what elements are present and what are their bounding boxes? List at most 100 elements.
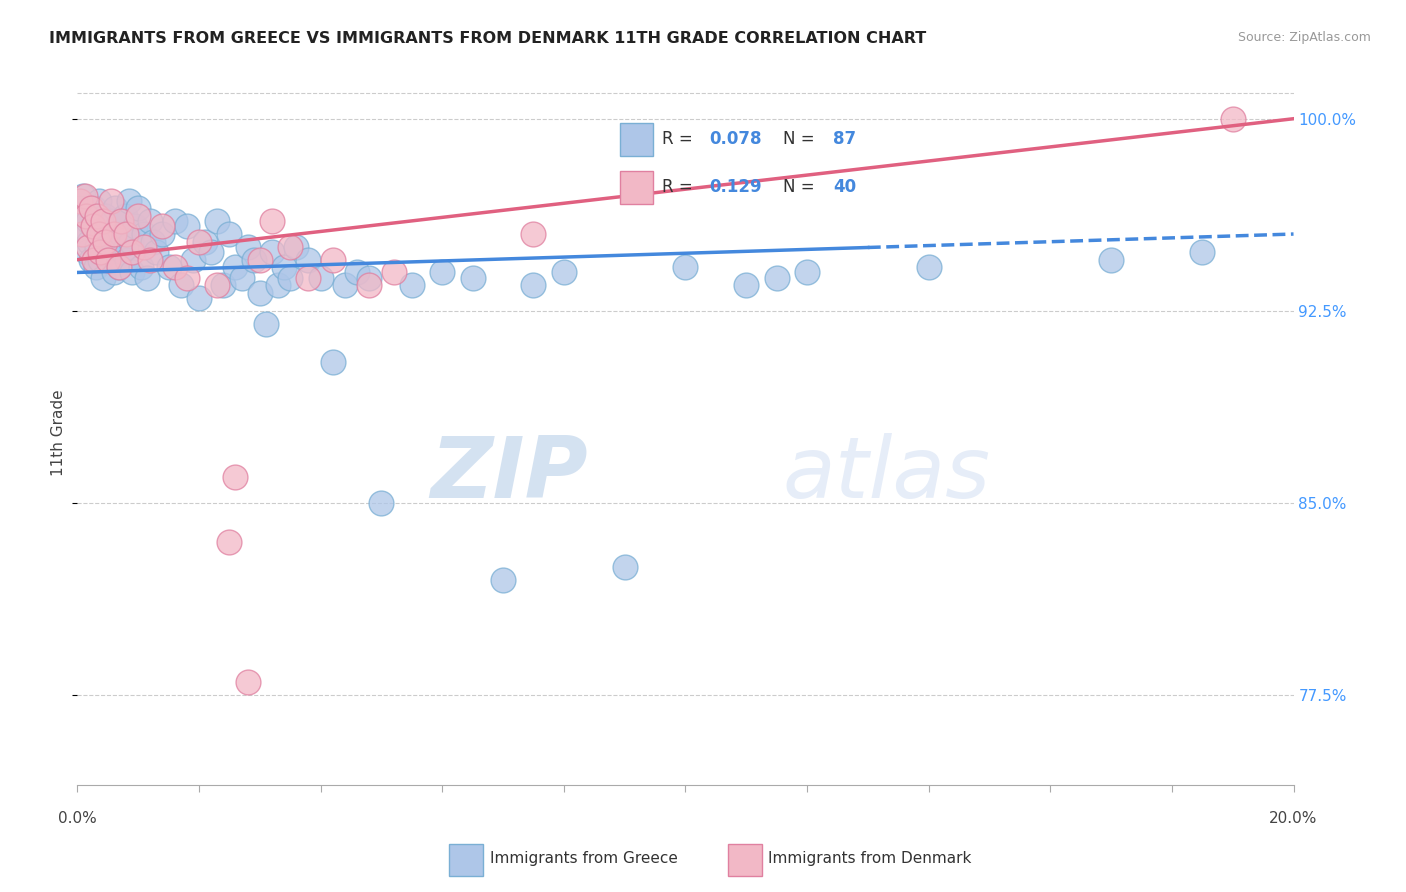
Point [110, 214, 132, 228]
Point [87, 194, 110, 208]
Point [142, 235, 165, 249]
Point [205, 214, 228, 228]
Point [100, 194, 122, 208]
Point [176, 219, 198, 234]
FancyBboxPatch shape [620, 123, 652, 155]
FancyBboxPatch shape [450, 844, 484, 876]
Text: N =: N = [783, 130, 820, 148]
Point [75, 227, 97, 241]
Point [522, 278, 544, 293]
Point [77, 240, 100, 254]
Point [72, 188, 94, 202]
Point [152, 227, 174, 241]
Point [735, 278, 758, 293]
Point [93, 235, 115, 249]
Point [613, 560, 636, 574]
Point [236, 240, 259, 254]
Point [127, 202, 149, 216]
Point [97, 244, 120, 259]
Point [675, 260, 697, 275]
Point [134, 240, 156, 254]
Text: 0.129: 0.129 [709, 178, 762, 196]
Point [83, 202, 105, 216]
Point [1191, 244, 1213, 259]
Point [82, 219, 104, 234]
Point [114, 209, 136, 223]
Point [87, 227, 110, 241]
Point [107, 260, 129, 275]
Point [359, 278, 381, 293]
Point [120, 235, 142, 249]
Point [89, 244, 111, 259]
Point [70, 219, 93, 234]
Point [139, 252, 162, 267]
Text: 87: 87 [832, 130, 856, 148]
Point [73, 209, 96, 223]
Point [76, 244, 98, 259]
Point [121, 265, 143, 279]
Point [139, 214, 162, 228]
Point [134, 227, 156, 241]
Point [121, 244, 143, 259]
Point [86, 209, 108, 223]
Point [188, 291, 211, 305]
Point [267, 278, 290, 293]
Point [346, 265, 368, 279]
FancyBboxPatch shape [728, 844, 762, 876]
Point [322, 355, 344, 369]
Point [86, 240, 108, 254]
Point [260, 244, 283, 259]
Point [83, 252, 105, 267]
Point [105, 219, 128, 234]
Point [218, 227, 240, 241]
Point [136, 270, 159, 285]
Text: R =: R = [662, 178, 697, 196]
Point [124, 219, 146, 234]
Text: 0.078: 0.078 [709, 130, 762, 148]
Point [242, 252, 264, 267]
Point [103, 227, 125, 241]
Point [297, 252, 319, 267]
Point [918, 260, 941, 275]
Point [75, 209, 97, 223]
Text: 40: 40 [832, 178, 856, 196]
Point [522, 227, 544, 241]
Point [163, 214, 186, 228]
Point [309, 270, 332, 285]
Point [205, 278, 228, 293]
Point [224, 260, 246, 275]
Point [333, 278, 356, 293]
Point [108, 214, 131, 228]
Point [273, 260, 295, 275]
Point [96, 240, 118, 254]
Point [224, 470, 246, 484]
Point [84, 260, 107, 275]
Point [322, 252, 344, 267]
Point [89, 252, 111, 267]
Text: 0.0%: 0.0% [58, 811, 97, 826]
Point [115, 227, 138, 241]
Text: Immigrants from Denmark: Immigrants from Denmark [768, 851, 972, 866]
Point [796, 265, 818, 279]
Point [91, 214, 114, 228]
Point [170, 278, 193, 293]
Text: Source: ZipAtlas.com: Source: ZipAtlas.com [1237, 31, 1371, 45]
Point [188, 235, 211, 249]
Point [285, 240, 308, 254]
Point [236, 675, 259, 690]
Point [97, 252, 120, 267]
Point [1222, 112, 1244, 126]
Text: N =: N = [783, 178, 820, 196]
Point [69, 194, 91, 208]
Point [104, 202, 127, 216]
Point [110, 227, 132, 241]
Point [553, 265, 575, 279]
Point [461, 270, 484, 285]
Point [77, 214, 100, 228]
FancyBboxPatch shape [620, 171, 652, 204]
Point [73, 188, 96, 202]
Point [152, 219, 174, 234]
Point [278, 270, 301, 285]
Point [176, 270, 198, 285]
Point [359, 270, 381, 285]
